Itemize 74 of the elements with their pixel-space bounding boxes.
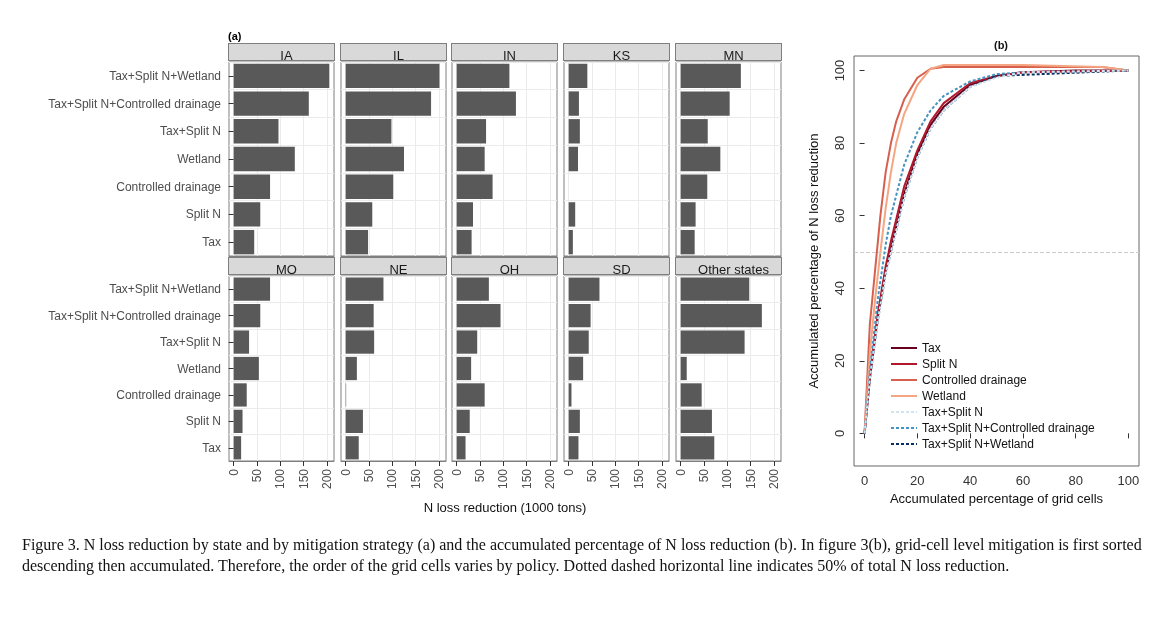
- x-tick-label: 100: [608, 468, 623, 490]
- x-tick-label: 0: [673, 468, 688, 476]
- chart-title: (b): [993, 38, 1009, 51]
- legend-label: Wetland: [922, 389, 966, 403]
- x-tick-label: 150: [631, 468, 646, 490]
- chart-title: OH: [499, 262, 520, 277]
- x-tick-label: 150: [519, 468, 534, 490]
- x-tick-label: 0: [338, 468, 353, 476]
- x-tick-label: 50: [473, 468, 487, 483]
- y-tick-label: 60: [832, 208, 847, 223]
- chart-title: IN: [503, 48, 516, 63]
- legend-label: Tax+Split N: [922, 405, 984, 419]
- y-tick-label: 100: [832, 59, 847, 82]
- chart-title: MN: [723, 48, 744, 63]
- x-tick-label: 200: [320, 468, 334, 490]
- x-tick-label: 20: [910, 473, 925, 488]
- x-tick-label: 50: [362, 468, 376, 483]
- y-axis-title: Accumulated percentage of N loss reduction: [806, 133, 821, 389]
- y-tick-label: Tax+Split N: [159, 124, 221, 139]
- y-tick-label: Split N: [185, 414, 221, 429]
- x-tick-label: 0: [449, 468, 464, 476]
- y-tick-label: Tax+Split N: [159, 335, 221, 350]
- legend-label: Tax: [922, 341, 941, 355]
- x-tick-label: 0: [226, 468, 241, 476]
- x-tick-label: 200: [767, 468, 781, 490]
- x-tick-label: 0: [860, 473, 869, 488]
- x-tick-label: 150: [296, 468, 311, 490]
- y-tick-label: Split N: [185, 207, 221, 222]
- chart-title: MO: [276, 262, 297, 277]
- y-tick-label: 40: [832, 280, 847, 296]
- text: (a): [228, 30, 242, 42]
- x-tick-label: 200: [543, 468, 557, 490]
- y-tick-label: Tax: [202, 235, 221, 250]
- x-tick-label: 50: [585, 468, 599, 483]
- x-tick-label: 80: [1068, 473, 1083, 488]
- x-tick-label: 100: [385, 468, 400, 490]
- legend-label: Split N: [922, 357, 958, 371]
- y-tick-label: Controlled drainage: [116, 387, 222, 402]
- x-tick-label: 100: [1117, 473, 1140, 488]
- y-tick-label: Tax+Split N+Wetland: [109, 282, 221, 297]
- y-tick-label: Wetland: [177, 152, 221, 166]
- text: Tax+Split N+Controlled drainage: [922, 421, 1096, 435]
- legend-label: Controlled drainage: [922, 373, 1028, 387]
- chart-title: SD: [612, 262, 631, 277]
- x-tick-label: 150: [743, 468, 758, 490]
- y-tick-label: Tax+Split N+Wetland: [109, 68, 221, 83]
- chart-title: KS: [612, 48, 631, 63]
- y-tick-label: Tax+Split N+Controlled drainage: [48, 96, 222, 111]
- x-tick-label: 0: [561, 468, 576, 476]
- chart-title: IL: [393, 48, 404, 63]
- x-axis-title: N loss reduction (1000 tons): [422, 500, 588, 515]
- y-tick-label: Tax+Split N+Controlled drainage: [48, 308, 222, 323]
- y-tick-label: Wetland: [177, 361, 221, 376]
- x-tick-label: 100: [496, 468, 511, 490]
- x-tick-label: 50: [697, 468, 711, 483]
- x-tick-label: 150: [408, 468, 423, 490]
- x-tick-label: 60: [1015, 473, 1031, 488]
- y-tick-label: Controlled drainage: [116, 179, 222, 194]
- y-tick-label: Tax: [202, 440, 221, 455]
- y-tick-label: 0: [832, 429, 847, 437]
- x-tick-label: 40: [962, 473, 978, 488]
- caption: Figure 3. N loss reduction by state and by mitigation strategy (a) and the accumulated percentage of N loss reduction (b). In figure 3(b), grid-cell level mitigation is first sorted descending then accumulated. Therefore, the order of the grid cells varies by policy. Dotted dashed horizontal line indicates 50% of total N loss reduction.: [22, 535, 1142, 576]
- x-tick-label: 200: [432, 468, 446, 490]
- y-tick-label: 20: [832, 353, 847, 369]
- legend-label: Tax+Split N+Wetland: [922, 437, 1034, 451]
- y-tick-label: 80: [832, 135, 847, 151]
- chart-title: IA: [280, 48, 293, 63]
- x-axis-title: Accumulated percentage of grid cells: [889, 490, 1104, 506]
- chart-title: NE: [389, 262, 408, 277]
- chart-title: Other states: [698, 262, 770, 277]
- x-tick-label: 100: [720, 468, 735, 490]
- x-tick-label: 100: [273, 468, 288, 490]
- x-tick-label: 200: [655, 468, 669, 490]
- x-tick-label: 50: [250, 468, 264, 483]
